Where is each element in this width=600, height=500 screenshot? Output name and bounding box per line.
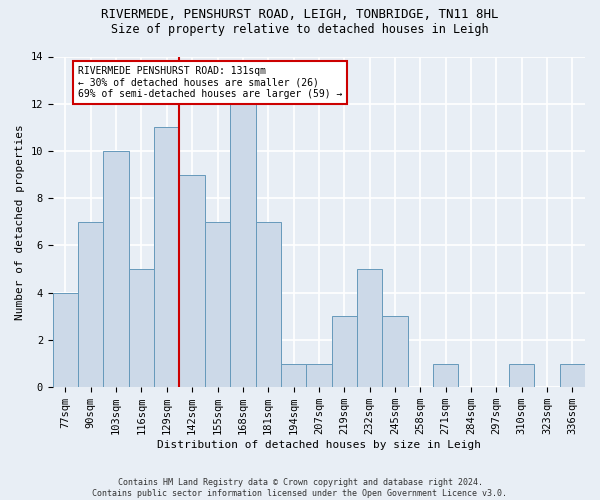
Bar [509, 364, 535, 387]
Bar [78, 222, 103, 387]
Text: RIVERMEDE PENSHURST ROAD: 131sqm
← 30% of detached houses are smaller (26)
69% o: RIVERMEDE PENSHURST ROAD: 131sqm ← 30% o… [78, 66, 343, 99]
Bar [560, 364, 585, 387]
Bar [179, 174, 205, 387]
Bar [53, 292, 78, 387]
Bar [357, 269, 382, 387]
Bar [433, 364, 458, 387]
Bar [230, 104, 256, 387]
Bar [154, 128, 179, 387]
Bar [281, 364, 306, 387]
Bar [382, 316, 407, 387]
Bar [129, 269, 154, 387]
Bar [256, 222, 281, 387]
Text: Contains HM Land Registry data © Crown copyright and database right 2024.
Contai: Contains HM Land Registry data © Crown c… [92, 478, 508, 498]
Bar [103, 151, 129, 387]
Y-axis label: Number of detached properties: Number of detached properties [15, 124, 25, 320]
X-axis label: Distribution of detached houses by size in Leigh: Distribution of detached houses by size … [157, 440, 481, 450]
Text: Size of property relative to detached houses in Leigh: Size of property relative to detached ho… [111, 22, 489, 36]
Bar [205, 222, 230, 387]
Text: RIVERMEDE, PENSHURST ROAD, LEIGH, TONBRIDGE, TN11 8HL: RIVERMEDE, PENSHURST ROAD, LEIGH, TONBRI… [101, 8, 499, 20]
Bar [306, 364, 332, 387]
Bar [332, 316, 357, 387]
